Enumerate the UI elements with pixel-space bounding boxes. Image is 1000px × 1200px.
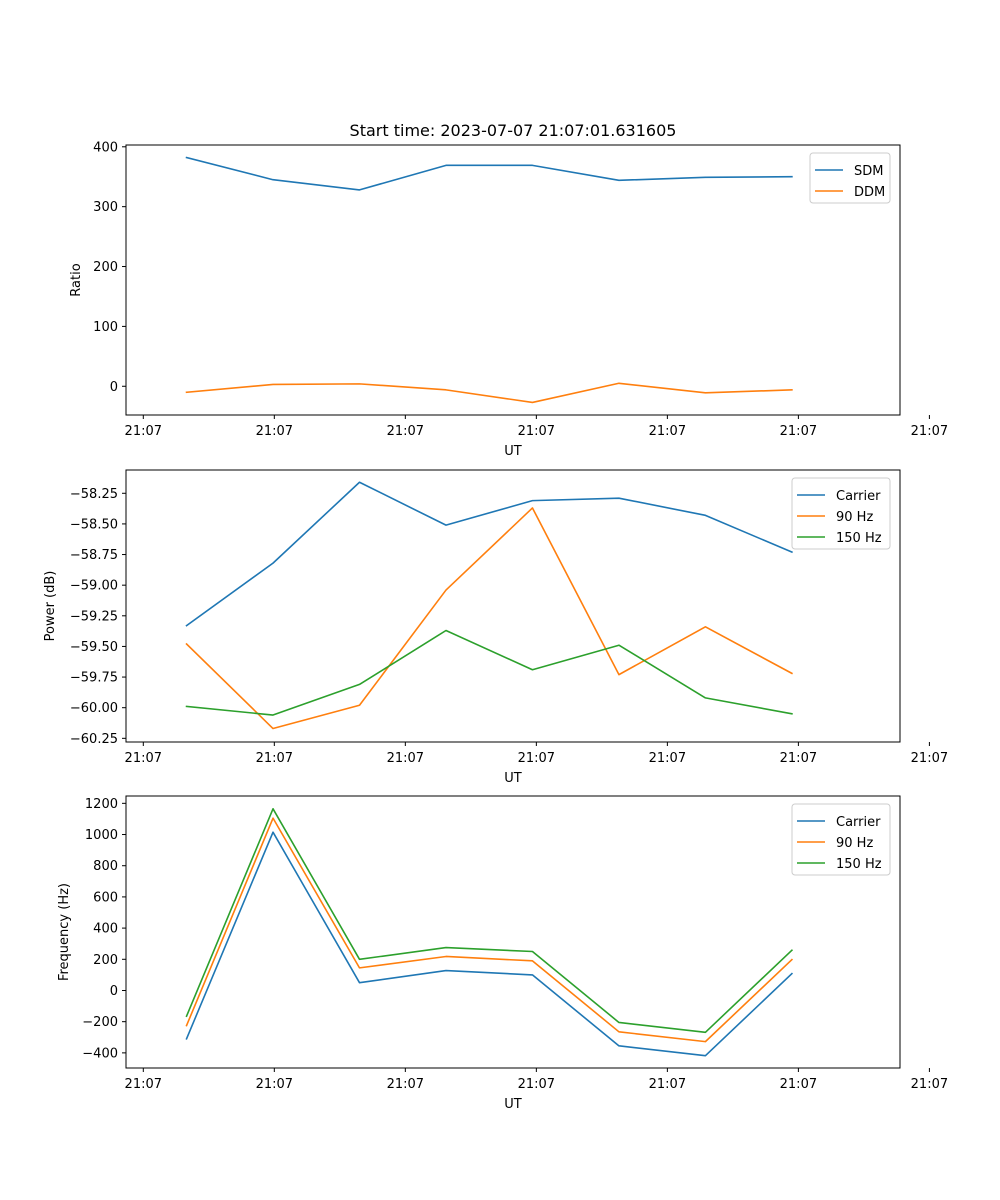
y-tick-label: −200 [82, 1015, 118, 1030]
series-line [185, 817, 794, 1043]
series-carrier [185, 831, 794, 1057]
legend-label: DDM [854, 185, 885, 200]
x-tick-label: 21:07 [256, 1077, 293, 1092]
y-tick-label: −58.25 [70, 487, 118, 502]
x-tick-label: 21:07 [256, 424, 293, 439]
y-axis-label: Frequency (Hz) [57, 883, 72, 981]
series-150-hz [185, 807, 794, 1034]
x-tick-label: 21:07 [911, 751, 948, 766]
x-tick-label: 21:07 [387, 751, 424, 766]
chart-3: 21:0721:0721:0721:0721:0721:0721:0721:08… [57, 795, 948, 1112]
x-tick-label: 21:07 [518, 1077, 555, 1092]
y-tick-label: 0 [110, 380, 118, 395]
chart-2: 21:0721:0721:0721:0721:0721:0721:0721:08… [43, 469, 948, 786]
plots-container: 21:0721:0721:0721:0721:0721:0721:0721:08… [43, 140, 948, 1112]
x-tick-label: 21:07 [780, 751, 817, 766]
y-axis-label: Power (dB) [43, 571, 58, 642]
x-tick-label: 21:07 [780, 424, 817, 439]
series-150-hz [185, 629, 793, 716]
y-tick-label: −59.00 [70, 579, 118, 594]
y-tick-label: 400 [93, 140, 118, 155]
y-tick-label: −59.50 [70, 640, 118, 655]
series-line [185, 507, 793, 730]
x-tick-label: 21:07 [649, 751, 686, 766]
x-tick-label: 21:07 [649, 1077, 686, 1092]
y-tick-label: 100 [93, 320, 118, 335]
y-tick-label: −59.75 [70, 671, 118, 686]
x-tick-label: 21:07 [780, 1077, 817, 1092]
x-tick-label: 21:07 [125, 751, 162, 766]
y-tick-label: −60.25 [70, 732, 118, 747]
axes-frame [125, 795, 901, 1069]
y-tick-label: 1000 [85, 828, 118, 843]
y-tick-label: −58.75 [70, 548, 118, 563]
x-axis-label: UT [504, 771, 522, 786]
legend: Carrier 90 Hz 150 Hz [791, 803, 891, 876]
chart-1: 21:0721:0721:0721:0721:0721:0721:0721:08… [69, 140, 948, 459]
figure-title: Start time: 2023-07-07 21:07:01.631605 [350, 121, 677, 140]
x-tick-label: 21:07 [387, 1077, 424, 1092]
y-tick-label: 200 [93, 260, 118, 275]
y-tick-label: 400 [93, 922, 118, 937]
y-tick-label: −59.25 [70, 609, 118, 624]
y-tick-label: −58.50 [70, 517, 118, 532]
legend-label: Carrier [836, 489, 881, 504]
y-tick-label: 600 [93, 890, 118, 905]
axes-frame [125, 469, 901, 743]
y-tick-label: 300 [93, 200, 118, 215]
legend-label: Carrier [836, 815, 881, 830]
series-90-hz [185, 817, 794, 1043]
y-axis-label: Ratio [69, 263, 84, 296]
series-line [185, 382, 793, 404]
y-tick-label: −400 [82, 1046, 118, 1061]
x-tick-label: 21:07 [649, 424, 686, 439]
x-tick-label: 21:07 [125, 1077, 162, 1092]
legend-label: 150 Hz [836, 857, 882, 872]
x-tick-label: 21:07 [256, 751, 293, 766]
legend: Carrier 90 Hz 150 Hz [791, 477, 891, 550]
y-tick-label: −60.00 [70, 701, 118, 716]
x-axis-label: UT [504, 444, 522, 459]
series-line [185, 156, 793, 191]
x-tick-label: 21:07 [518, 424, 555, 439]
y-tick-label: 200 [93, 953, 118, 968]
legend-label: SDM [854, 164, 883, 179]
x-axis-label: UT [504, 1097, 522, 1112]
series-ddm [185, 382, 793, 404]
x-tick-label: 21:07 [911, 424, 948, 439]
y-tick-label: 800 [93, 859, 118, 874]
y-tick-label: 1200 [85, 797, 118, 812]
legend-label: 90 Hz [836, 510, 873, 525]
series-line [185, 831, 794, 1057]
x-tick-label: 21:07 [911, 1077, 948, 1092]
legend-label: 90 Hz [836, 836, 873, 851]
legend-label: 150 Hz [836, 531, 882, 546]
y-tick-label: 0 [110, 984, 118, 999]
x-tick-label: 21:07 [125, 424, 162, 439]
series-carrier [185, 481, 793, 627]
x-tick-label: 21:07 [518, 751, 555, 766]
series-sdm [185, 156, 793, 191]
series-line [185, 481, 793, 627]
legend: SDM DDM [809, 152, 891, 204]
series-line [185, 629, 793, 716]
series-line [185, 807, 794, 1034]
x-tick-label: 21:07 [387, 424, 424, 439]
axes-frame [125, 144, 901, 416]
series-90-hz [185, 507, 793, 730]
